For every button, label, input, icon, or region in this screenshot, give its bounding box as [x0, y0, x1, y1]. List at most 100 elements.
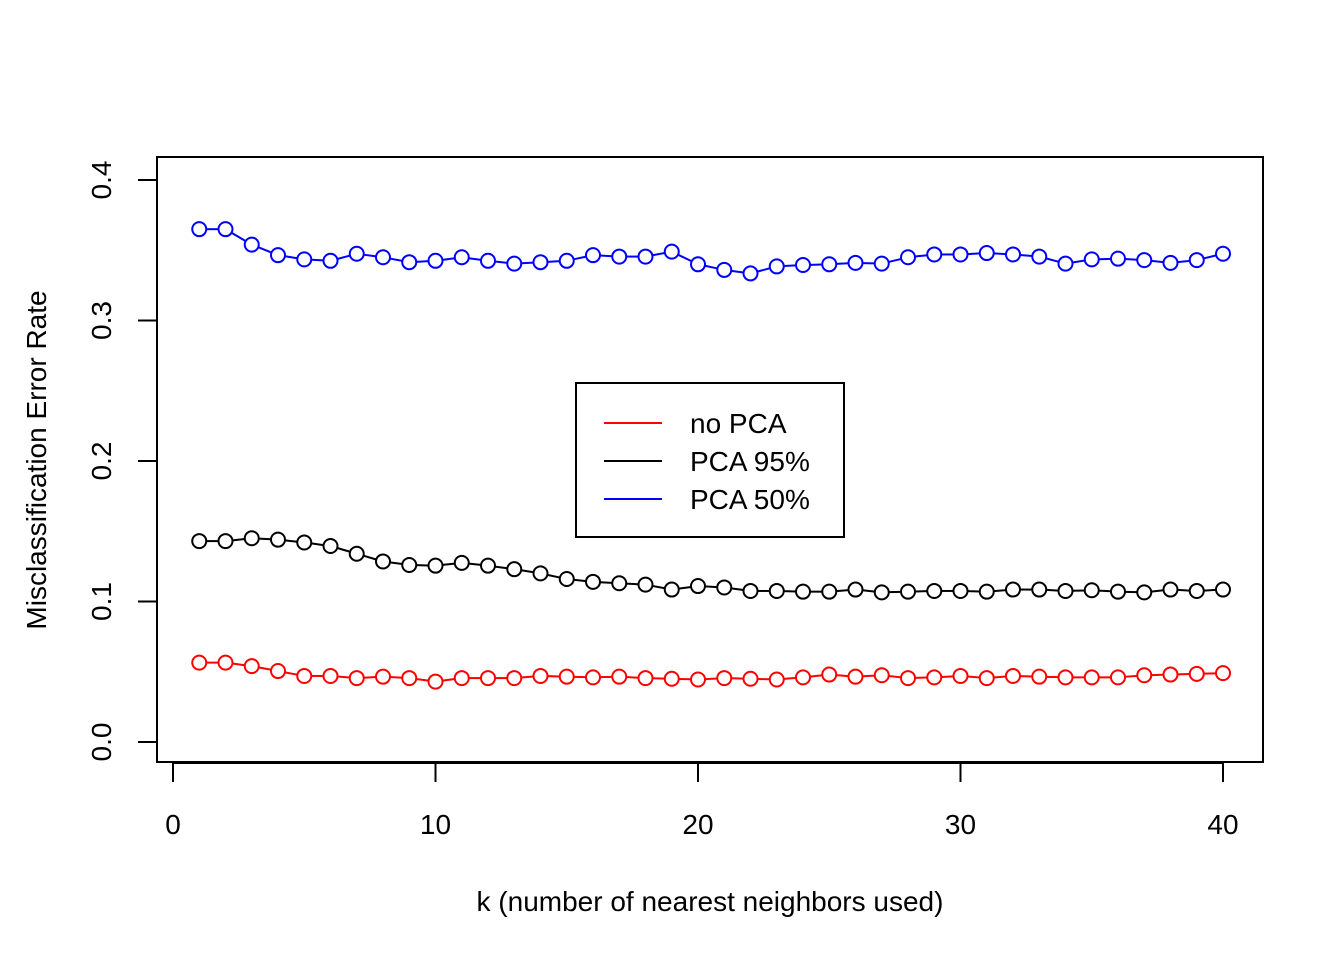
- data-point: [375, 668, 391, 685]
- series-1: [191, 530, 1231, 601]
- y-tick-label: 0.0: [86, 723, 117, 762]
- data-point: [1188, 582, 1205, 599]
- series-line-segment: [416, 678, 429, 682]
- data-point: [716, 579, 733, 596]
- data-point: [611, 575, 628, 592]
- data-point: [952, 246, 969, 263]
- series-line-segment: [993, 675, 1007, 679]
- y-tick-label: 0.2: [86, 442, 117, 481]
- data-point: [270, 663, 286, 680]
- data-point: [873, 667, 890, 684]
- data-point: [1188, 252, 1205, 269]
- data-point: [900, 670, 916, 687]
- data-point: [1005, 581, 1021, 598]
- series-line-segment: [1072, 259, 1085, 264]
- data-point: [847, 581, 864, 598]
- data-point: [480, 252, 496, 269]
- data-point: [1215, 581, 1231, 598]
- data-point: [663, 670, 680, 687]
- data-point: [952, 667, 969, 684]
- data-point: [453, 670, 470, 687]
- data-point: [243, 530, 260, 547]
- series-line-segment: [258, 537, 272, 541]
- data-point: [795, 669, 811, 686]
- series-line-segment: [941, 675, 954, 678]
- data-point: [663, 243, 680, 260]
- data-point: [532, 254, 549, 271]
- data-point: [348, 245, 365, 262]
- data-point: [690, 671, 706, 688]
- series-line-segment: [232, 662, 245, 667]
- series-line-segment: [731, 587, 744, 592]
- series-line-segment: [626, 582, 639, 586]
- data-point: [1031, 248, 1048, 265]
- data-point: [191, 533, 208, 550]
- data-point: [1215, 665, 1231, 682]
- series-line-segment: [389, 561, 403, 566]
- data-point: [978, 583, 995, 600]
- series-line-segment: [1177, 259, 1190, 264]
- data-point: [978, 245, 995, 262]
- data-point: [401, 670, 418, 687]
- data-point: [427, 252, 444, 269]
- legend: no PCA PCA 95% PCA 50%: [575, 382, 845, 538]
- y-axis-label: Misclassification Error Rate: [21, 290, 52, 629]
- data-point: [742, 582, 759, 599]
- data-point: [427, 673, 444, 690]
- data-point: [270, 247, 286, 264]
- data-point: [1031, 581, 1048, 598]
- series-line-segment: [232, 538, 245, 542]
- data-point: [900, 249, 916, 266]
- data-point: [558, 571, 575, 588]
- data-point: [1031, 668, 1048, 685]
- series-line-segment: [494, 260, 508, 264]
- x-tick-label: 0: [165, 809, 181, 840]
- series-line-segment: [363, 253, 377, 258]
- data-point: [847, 254, 864, 271]
- data-point: [637, 576, 654, 593]
- series-line-segment: [521, 675, 534, 679]
- series-line-segment: [442, 257, 455, 261]
- data-point: [821, 256, 838, 273]
- data-point: [900, 583, 916, 600]
- series-line-segment: [547, 573, 561, 579]
- data-point: [453, 249, 470, 266]
- series-line-segment: [284, 671, 298, 676]
- x-axis-label: k (number of nearest neighbors used): [477, 886, 944, 917]
- y-tick-label: 0.4: [86, 161, 117, 200]
- data-point: [296, 667, 313, 684]
- data-point: [611, 248, 628, 265]
- data-point: [1083, 582, 1100, 599]
- data-point: [322, 538, 339, 555]
- data-point: [821, 583, 838, 600]
- data-point: [506, 670, 523, 687]
- data-point: [1083, 251, 1100, 268]
- data-point: [742, 265, 759, 282]
- series-line-segment: [311, 258, 324, 262]
- data-point: [217, 533, 234, 550]
- data-point: [243, 236, 260, 253]
- data-point: [401, 556, 418, 573]
- series-line-segment: [731, 269, 744, 274]
- series-line-segment: [888, 675, 902, 679]
- data-point: [716, 261, 733, 278]
- data-point: [348, 545, 365, 562]
- data-point: [375, 553, 391, 570]
- data-point: [296, 534, 313, 551]
- series-line-segment: [257, 246, 272, 254]
- series-line-segment: [967, 675, 980, 679]
- series-line-segment: [363, 676, 377, 679]
- data-point: [270, 531, 286, 548]
- data-point: [1136, 667, 1153, 684]
- data-point: [480, 557, 496, 574]
- data-point: [742, 670, 759, 687]
- data-point: [847, 668, 864, 685]
- series-line-segment: [1124, 674, 1138, 678]
- data-point: [1162, 581, 1179, 598]
- data-point: [1136, 584, 1153, 601]
- data-point: [348, 670, 365, 687]
- data-point: [768, 258, 785, 275]
- data-point: [690, 256, 706, 273]
- data-point: [795, 583, 811, 600]
